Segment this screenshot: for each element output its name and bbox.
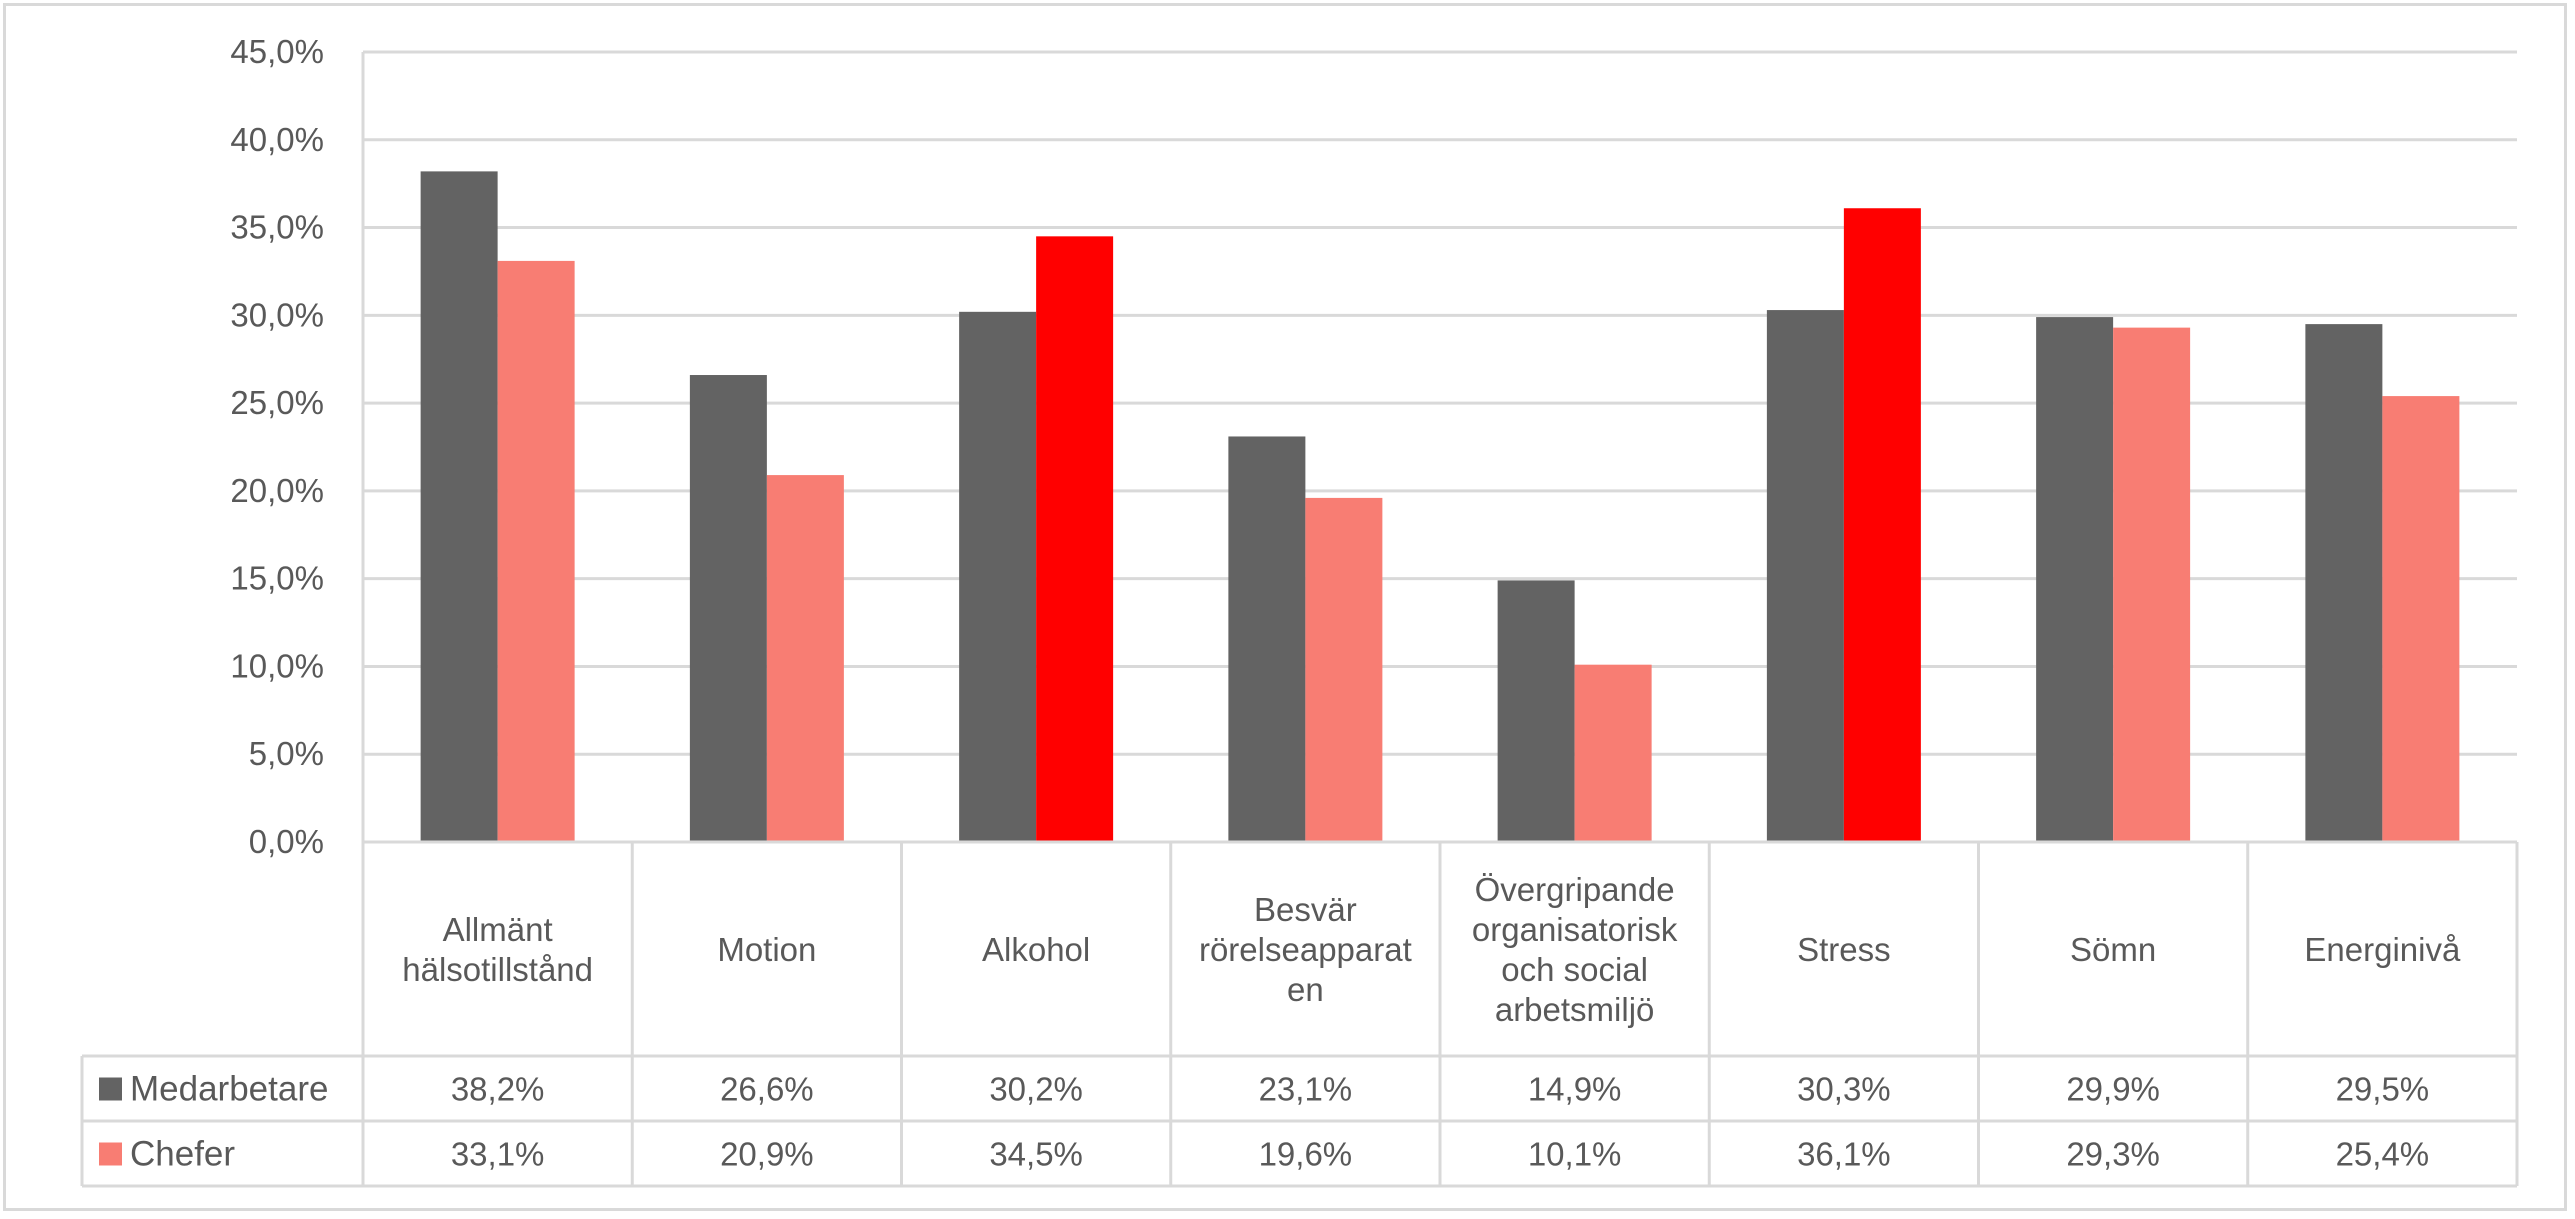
category-label: Sömn <box>2070 931 2156 968</box>
table-value-medarbetare: 30,2% <box>989 1071 1083 1108</box>
category-label: en <box>1287 971 1324 1008</box>
category-label: Allmänt <box>443 911 553 948</box>
bar-chefer-2 <box>1036 236 1114 843</box>
bar-chefer-5 <box>1843 208 1921 842</box>
legend-label-medarbetare: Medarbetare <box>130 1070 328 1109</box>
gridlines <box>361 50 2517 844</box>
category-label: hälsotillstånd <box>402 951 593 988</box>
table-value-medarbetare: 29,9% <box>2066 1071 2160 1108</box>
category-label: arbetsmiljö <box>1495 991 1655 1028</box>
y-tick-label: 35,0% <box>230 209 324 246</box>
category-label: och social <box>1501 951 1648 988</box>
chart-frame <box>3 3 2567 1211</box>
bar-chefer-6 <box>2113 327 2191 843</box>
bar-medarbetare-6 <box>2036 317 2114 843</box>
table-value-chefer: 33,1% <box>451 1136 545 1173</box>
y-tick-label: 0,0% <box>249 823 324 860</box>
category-label: Motion <box>717 931 816 968</box>
bar-medarbetare-0 <box>420 171 498 842</box>
bar-chefer-3 <box>1305 497 1383 842</box>
category-label: rörelseapparat <box>1199 931 1412 968</box>
bar-chefer-4 <box>1574 664 1652 842</box>
legend-key-medarbetare <box>99 1077 122 1101</box>
category-label: Energinivå <box>2304 931 2461 968</box>
y-tick-label: 5,0% <box>249 735 324 772</box>
table-value-medarbetare: 23,1% <box>1259 1071 1353 1108</box>
y-tick-label: 30,0% <box>230 296 324 333</box>
bar-chefer-0 <box>497 260 575 842</box>
category-label: Alkohol <box>982 931 1090 968</box>
table-value-medarbetare: 30,3% <box>1797 1071 1891 1108</box>
bar-medarbetare-5 <box>1766 310 1844 843</box>
table-value-chefer: 19,6% <box>1259 1136 1353 1173</box>
table-value-chefer: 29,3% <box>2066 1136 2160 1173</box>
bar-chefer-7 <box>2382 396 2460 842</box>
bars <box>420 171 2460 843</box>
table-value-chefer: 20,9% <box>720 1136 814 1173</box>
y-tick-label: 40,0% <box>230 121 324 158</box>
table-value-chefer: 25,4% <box>2336 1136 2430 1173</box>
category-label: Övergripande <box>1475 871 1675 908</box>
category-label: organisatorisk <box>1472 911 1678 948</box>
bar-chefer-1 <box>766 475 844 842</box>
y-tick-label: 10,0% <box>230 647 324 684</box>
table-value-medarbetare: 14,9% <box>1528 1071 1622 1108</box>
table-value-medarbetare: 29,5% <box>2336 1071 2430 1108</box>
table-value-medarbetare: 38,2% <box>451 1071 545 1108</box>
bar-medarbetare-3 <box>1228 436 1306 842</box>
bar-medarbetare-7 <box>2305 324 2383 843</box>
category-label: Stress <box>1797 931 1891 968</box>
bar-medarbetare-1 <box>689 375 767 842</box>
table-value-chefer: 36,1% <box>1797 1136 1891 1173</box>
table-value-chefer: 10,1% <box>1528 1136 1622 1173</box>
y-tick-label: 25,0% <box>230 384 324 421</box>
y-tick-label: 20,0% <box>230 472 324 509</box>
table-value-chefer: 34,5% <box>989 1136 1083 1173</box>
legend-label-chefer: Chefer <box>130 1135 235 1174</box>
bar-medarbetare-2 <box>959 311 1037 842</box>
y-tick-label: 45,0% <box>230 33 324 70</box>
bar-medarbetare-4 <box>1497 580 1575 842</box>
y-axis-ticks: 0,0% 5,0% 10,0% 15,0% 20,0% 25,0% 30,0% 35,0% 40… <box>230 33 324 860</box>
y-tick-label: 15,0% <box>230 560 324 597</box>
legend-key-chefer <box>99 1142 122 1166</box>
table-value-medarbetare: 26,6% <box>720 1071 814 1108</box>
category-label: Besvär <box>1254 891 1357 928</box>
